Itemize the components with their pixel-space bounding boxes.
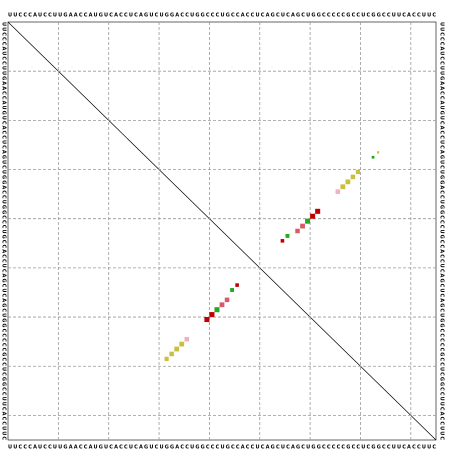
diagonal bbox=[7, 21, 437, 441]
top-sequence: UUCCCAUCCUUGAACCAUGUCACCUCAGUCUGGACCUGGC… bbox=[8, 13, 436, 19]
pair-dot bbox=[280, 239, 285, 243]
pair-dot bbox=[219, 302, 225, 308]
pair-dot bbox=[285, 233, 290, 238]
pair-dot bbox=[345, 179, 351, 185]
pair-dot bbox=[315, 208, 321, 214]
pair-dot bbox=[204, 317, 210, 323]
pair-dot bbox=[371, 155, 375, 159]
pair-dot bbox=[310, 213, 316, 219]
pair-dot bbox=[350, 174, 356, 180]
pair-dot bbox=[235, 283, 239, 287]
pair-dot bbox=[214, 307, 220, 313]
pair-dot bbox=[295, 228, 300, 234]
plot-frame bbox=[7, 21, 437, 441]
bottom-sequence: UUCCCAUCCUUGAACCAUGUCACCUCAGUCUGGACCUGGC… bbox=[8, 445, 436, 451]
pair-dot bbox=[179, 341, 185, 347]
pair-dot bbox=[224, 297, 230, 303]
pair-dot bbox=[169, 351, 174, 357]
pair-dot bbox=[335, 189, 341, 194]
pair-dot bbox=[184, 336, 190, 342]
pair-dot bbox=[305, 218, 311, 224]
pair-dot bbox=[340, 184, 346, 190]
pair-dot bbox=[355, 169, 361, 175]
right-sequence: UUCCCAUCCUUGAACCAUGUCACCUCAGUCUGGACCUGGC… bbox=[439, 22, 445, 440]
pair-dot bbox=[230, 288, 235, 292]
pair-dot bbox=[164, 356, 169, 361]
left-sequence: UUCCCAUCCUUGAACCAUGUCACCUCAGUCUGGACCUGGC… bbox=[1, 22, 7, 440]
pair-dot bbox=[174, 346, 180, 352]
pair-dot bbox=[209, 312, 215, 318]
pair-dot bbox=[376, 151, 380, 154]
pair-dot bbox=[300, 223, 305, 229]
